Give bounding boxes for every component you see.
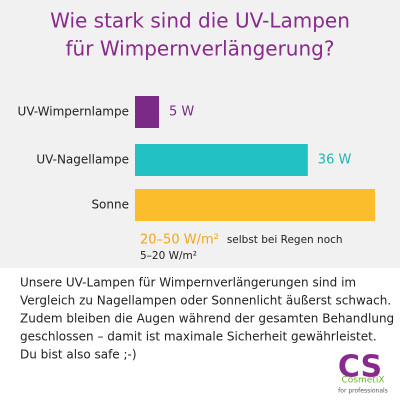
bar <box>135 189 375 221</box>
value-label: 36 W <box>318 153 352 168</box>
bar <box>135 96 159 128</box>
value-label: 20–50 W/m² <box>140 233 219 248</box>
body-text: Du bist also safe ;-) <box>20 348 137 362</box>
annotation: 5–20 W/m² <box>140 250 197 262</box>
bar <box>135 144 308 176</box>
category-label: Sonne <box>91 198 129 212</box>
category-label: UV-Nagellampe <box>36 153 129 167</box>
body-text: Vergleich zu Nagellampen oder Sonnenlich… <box>20 294 391 308</box>
logo-mark: CS <box>338 350 382 385</box>
body-text: Zudem bleiben die Augen während der gesa… <box>20 312 394 326</box>
category-label: UV-Wimpernlampe <box>18 105 129 119</box>
body-text: geschlossen – damit ist maximale Sicherh… <box>20 330 377 344</box>
chart-title: für Wimpernverlängerung? <box>66 37 335 61</box>
logo-name: CosmetiX <box>342 376 385 386</box>
annotation: selbst bei Regen noch <box>227 234 343 246</box>
logo-tagline: for professionals <box>338 388 388 395</box>
value-label: 5 W <box>169 105 194 120</box>
chart-title: Wie stark sind die UV-Lampen <box>50 9 350 33</box>
chart-background <box>0 0 400 268</box>
body-text: Unsere UV-Lampen für Wimpernverlängerung… <box>20 276 356 290</box>
